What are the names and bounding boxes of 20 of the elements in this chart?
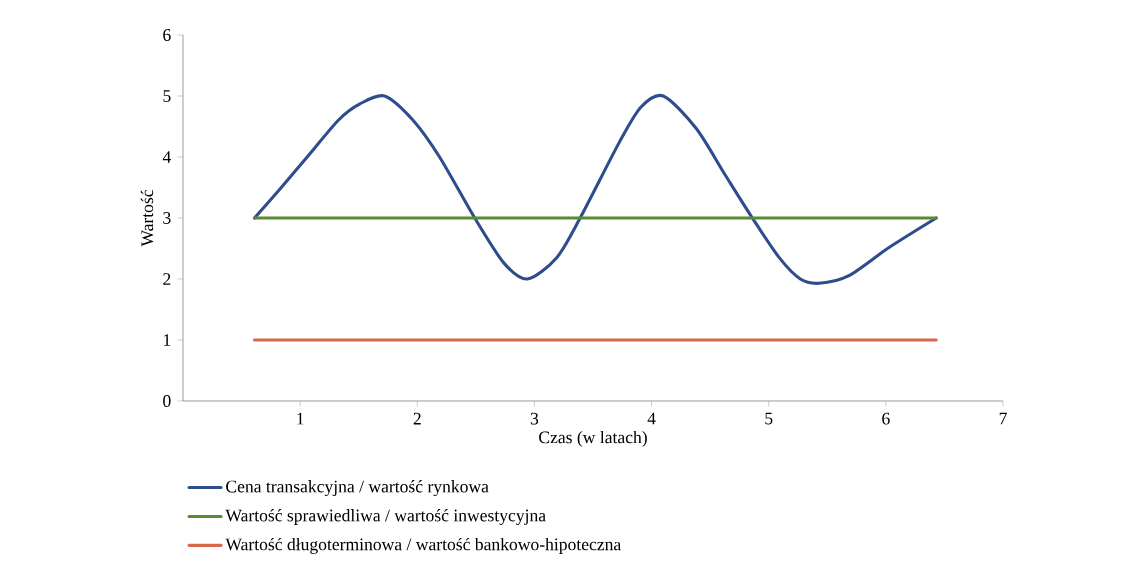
- x-tick-label: 2: [413, 412, 421, 425]
- legend-label: Cena transakcyjna / wartość rynkowa: [226, 480, 489, 497]
- x-tick-label: 6: [882, 412, 890, 425]
- x-tick-label: 7: [999, 412, 1007, 425]
- x-tick-label: 4: [647, 412, 656, 425]
- legend-label: Wartość sprawiedliwa / wartość inwestycyjna: [225, 509, 546, 526]
- y-tick-label: 6: [163, 29, 171, 41]
- y-tick-label: 5: [163, 90, 171, 102]
- y-tick-label: 1: [164, 334, 171, 346]
- line-series: [252, 94, 938, 285]
- x-axis-title: Czas (w latach): [539, 430, 647, 447]
- x-tick-label: 1: [297, 412, 304, 425]
- x-tick-label: 5: [765, 412, 773, 425]
- y-tick-label: 4: [162, 151, 171, 163]
- y-axis-title: Wartość: [140, 189, 154, 247]
- y-tick-label: 0: [163, 395, 171, 407]
- x-tick-label: 3: [530, 412, 539, 425]
- y-tick-label: 3: [163, 212, 171, 224]
- legend-label: Wartość długoterminowa / wartość bankowo-hipoteczna: [225, 537, 621, 554]
- y-tick-label: 2: [163, 273, 171, 285]
